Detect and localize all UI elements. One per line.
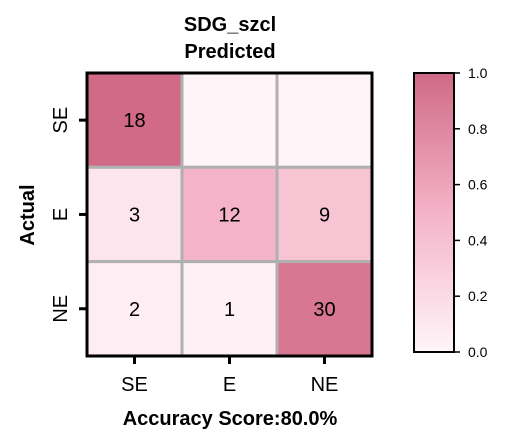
heatmap-cell-labels: 18 3 12 9 2 1 30 <box>123 110 335 321</box>
y-tick-label: E <box>50 208 72 221</box>
chart-title: SDG_szcl <box>184 14 276 36</box>
cell-value-label: 3 <box>129 204 140 226</box>
chart-subtitle: Predicted <box>184 41 275 63</box>
y-axis-label: Actual <box>17 184 39 245</box>
cell-value-label: 2 <box>129 299 140 321</box>
x-tick-label: NE <box>311 374 339 396</box>
heatmap-cell <box>275 71 374 169</box>
colorbar-tick-label: 0.0 <box>468 344 488 360</box>
cell-value-label: 1 <box>224 299 235 321</box>
heatmap-cell <box>180 260 279 358</box>
cell-value-label: 12 <box>218 204 240 226</box>
colorbar <box>413 72 455 353</box>
y-tick-label: SE <box>50 107 72 134</box>
heatmap-cell <box>180 71 279 169</box>
colorbar-tick-label: 0.8 <box>468 121 488 137</box>
x-axis-label: Accuracy Score:80.0% <box>123 408 338 430</box>
y-tick-label: NE <box>50 295 72 323</box>
cell-value-label: 9 <box>319 204 330 226</box>
colorbar-tick-label: 0.4 <box>468 232 488 248</box>
colorbar-tick-label: 1.0 <box>468 65 488 81</box>
cell-value-label: 18 <box>123 110 145 132</box>
colorbar-ticks: 0.0 0.2 0.4 0.6 0.8 1.0 <box>454 65 488 360</box>
colorbar-tick-label: 0.2 <box>468 288 488 304</box>
cell-value-label: 30 <box>313 299 335 321</box>
heatmap-cell <box>275 165 374 264</box>
x-axis-ticks: SE E NE <box>121 356 338 396</box>
y-axis-ticks: SE E NE <box>50 107 87 323</box>
x-tick-label: SE <box>121 374 148 396</box>
x-tick-label: E <box>223 374 236 396</box>
colorbar-tick-label: 0.6 <box>468 177 488 193</box>
